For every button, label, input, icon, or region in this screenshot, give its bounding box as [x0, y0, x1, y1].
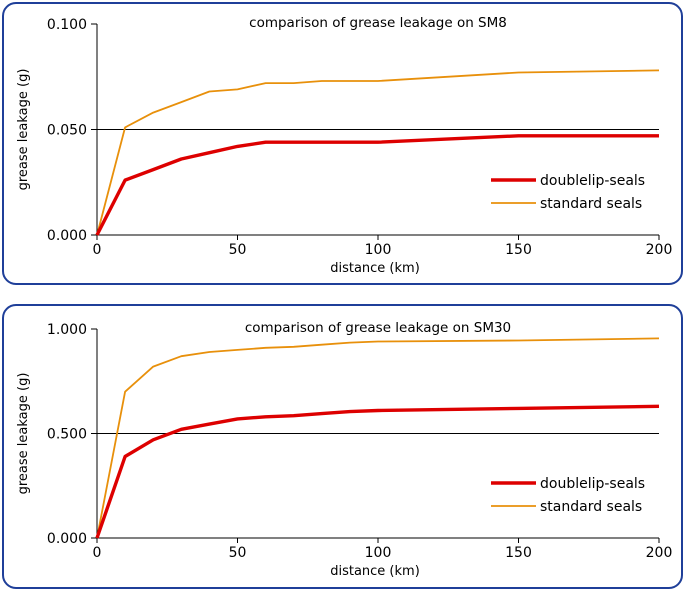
- x-tick-label: 50: [229, 545, 247, 561]
- chart-title: comparison of grease leakage on SM30: [245, 320, 511, 336]
- chart-sm30: comparison of grease leakage on SM30 0.00…: [16, 320, 673, 579]
- x-tick-label: 50: [229, 242, 247, 258]
- chart-panel-sm30: comparison of grease leakage on SM30 0.00…: [2, 304, 683, 589]
- x-tick-label: 200: [646, 242, 673, 258]
- y-tick-label: 1.000: [47, 322, 87, 338]
- y-tick-label: 0.050: [47, 123, 87, 139]
- x-tick-label: 100: [365, 545, 392, 561]
- chart-panel-sm8: comparison of grease leakage on SM8 0.000…: [2, 2, 683, 285]
- legend-label-doublelip-seals: doublelip-seals: [540, 173, 645, 189]
- x-axis-label: distance (km): [330, 564, 420, 579]
- x-tick-label: 100: [365, 242, 392, 258]
- x-tick-label: 0: [93, 545, 102, 561]
- chart-sm8: comparison of grease leakage on SM8 0.000…: [16, 15, 673, 276]
- y-axis-label: grease leakage (g): [16, 373, 31, 495]
- series-line-standard-seals: [96, 337, 660, 539]
- series-line-doublelip-seals: [95, 404, 660, 539]
- y-tick-label: 0.100: [47, 17, 87, 33]
- x-tick-label: 0: [93, 242, 102, 258]
- x-tick-label: 150: [505, 242, 532, 258]
- series-line-doublelip-seals: [95, 134, 659, 236]
- x-tick-label: 150: [505, 545, 532, 561]
- x-tick-label: 200: [646, 545, 673, 561]
- y-tick-label: 0.500: [47, 427, 87, 443]
- legend-label-standard-seals: standard seals: [540, 499, 642, 515]
- x-axis-label: distance (km): [330, 261, 420, 276]
- y-tick-label: 0.000: [47, 531, 87, 547]
- series-line-standard-seals: [96, 69, 660, 236]
- legend-label-standard-seals: standard seals: [540, 196, 642, 212]
- y-axis-label: grease leakage (g): [16, 69, 31, 191]
- legend-label-doublelip-seals: doublelip-seals: [540, 476, 645, 492]
- y-tick-label: 0.000: [47, 228, 87, 244]
- chart-title: comparison of grease leakage on SM8: [249, 15, 507, 31]
